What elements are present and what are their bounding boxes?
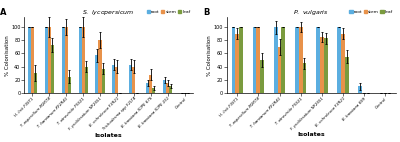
Bar xyxy=(149,75,152,93)
Bar xyxy=(324,38,328,93)
Text: B: B xyxy=(203,8,209,17)
Legend: root, stem, leaf: root, stem, leaf xyxy=(146,10,191,15)
Bar xyxy=(282,27,285,93)
Bar xyxy=(253,27,256,93)
Bar xyxy=(96,56,98,93)
Bar xyxy=(256,27,260,93)
Bar xyxy=(260,60,264,93)
Title: $\mathit{P.\ vulgaris}$: $\mathit{P.\ vulgaris}$ xyxy=(294,8,329,17)
Bar xyxy=(235,34,239,93)
Bar xyxy=(102,69,104,93)
Title: $\mathit{S.\ lycopersicum}$: $\mathit{S.\ lycopersicum}$ xyxy=(82,8,135,17)
Bar xyxy=(98,40,102,93)
Bar xyxy=(302,63,306,93)
Bar xyxy=(132,67,135,93)
Bar xyxy=(34,73,37,93)
Bar xyxy=(166,83,169,93)
Bar xyxy=(129,65,132,93)
Bar xyxy=(232,27,235,93)
Bar xyxy=(274,27,278,93)
Bar xyxy=(163,80,166,93)
Bar xyxy=(85,67,88,93)
Bar xyxy=(51,45,54,93)
Bar xyxy=(320,37,324,93)
Bar xyxy=(45,27,48,93)
X-axis label: Isolates: Isolates xyxy=(298,132,325,137)
Bar xyxy=(62,27,65,93)
Bar xyxy=(146,83,149,93)
Bar xyxy=(65,27,68,93)
Bar xyxy=(152,88,155,93)
Bar xyxy=(48,27,51,93)
Bar xyxy=(295,27,299,93)
Bar xyxy=(116,67,118,93)
Bar xyxy=(68,77,71,93)
Bar xyxy=(345,57,349,93)
Bar xyxy=(28,27,31,93)
Bar xyxy=(299,27,302,93)
Bar xyxy=(169,86,172,93)
Bar xyxy=(337,27,341,93)
Bar xyxy=(31,27,34,93)
Bar xyxy=(316,27,320,93)
Legend: root, stem, leaf: root, stem, leaf xyxy=(349,10,394,15)
Y-axis label: % Colonisation: % Colonisation xyxy=(208,35,212,76)
Bar xyxy=(278,47,282,93)
Bar xyxy=(112,65,116,93)
Bar xyxy=(239,27,243,93)
Y-axis label: % Colonisation: % Colonisation xyxy=(5,35,10,76)
Bar xyxy=(82,27,85,93)
Text: A: A xyxy=(0,8,7,17)
Bar xyxy=(78,27,82,93)
Bar xyxy=(341,34,345,93)
X-axis label: Isolates: Isolates xyxy=(95,133,122,138)
Bar xyxy=(358,86,362,93)
